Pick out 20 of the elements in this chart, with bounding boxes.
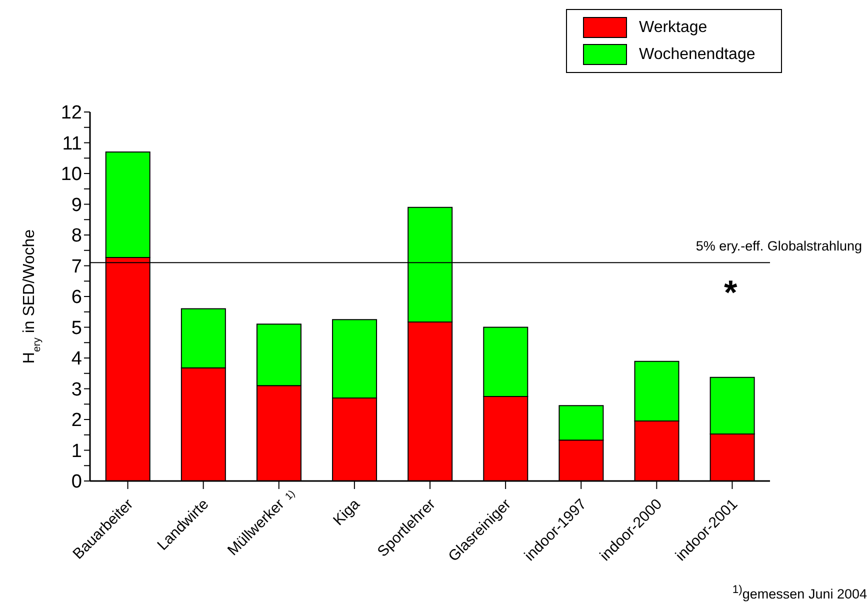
y-tick-label: 2 [71,410,82,432]
y-tick-label: 9 [71,194,82,216]
text: $^{1)}$gemessen Juni 2004 [732,584,867,602]
y-tick-label: 7 [71,256,82,278]
y-tick-label: 1 [71,440,82,462]
y-tick-label: 12 [60,102,82,124]
x-tick-label: Kiga [330,495,364,530]
y-tick-label: 10 [60,164,82,186]
y-tick-label: 6 [71,287,82,308]
annotation: * [724,274,738,313]
ref-line-label: 5% ery.-eff. Globalstrahlung [696,238,862,254]
legend-label: Werktage [639,18,708,36]
y-tick-label: 8 [71,226,82,247]
text: 1) [283,488,298,503]
y-tick-label: 11 [62,133,82,154]
y-tick-label: 0 [71,472,82,493]
y-tick-label: 5 [71,318,82,339]
legend-label: Wochenendtage [639,46,756,64]
y-tick-label: 4 [71,348,82,370]
y-tick-label: 3 [71,379,82,400]
